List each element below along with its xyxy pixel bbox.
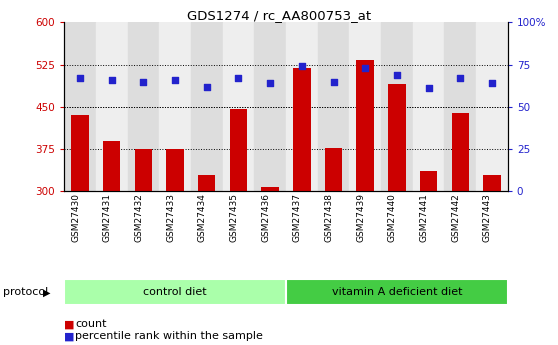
Point (297, 63, 306, 69)
Point (488, 80, 497, 86)
Bar (166, 149, 184, 191)
Point (329, 79, 338, 84)
Point (234, 76, 243, 81)
Bar (318, 22, 349, 191)
Text: GDS1274 / rc_AA800753_at: GDS1274 / rc_AA800753_at (187, 9, 371, 22)
Bar (357, 60, 374, 191)
Point (139, 79, 148, 84)
Text: GSM27440: GSM27440 (388, 193, 397, 242)
Text: GSM27434: GSM27434 (198, 193, 207, 242)
Bar (96, 22, 128, 191)
Bar (71, 115, 89, 191)
Bar (483, 175, 501, 191)
Text: ■: ■ (64, 332, 75, 341)
Bar (254, 22, 286, 191)
Text: percentile rank within the sample: percentile rank within the sample (75, 332, 263, 341)
Text: GSM27430: GSM27430 (71, 193, 80, 242)
Bar (191, 22, 223, 191)
Bar (64, 279, 286, 305)
Bar (413, 22, 444, 191)
Bar (261, 187, 279, 191)
Text: control diet: control diet (143, 287, 207, 297)
Bar (325, 148, 342, 191)
Text: vitamin A deficient diet: vitamin A deficient diet (331, 287, 462, 297)
Point (360, 65, 369, 71)
Point (171, 77, 180, 83)
Point (392, 72, 401, 78)
Point (424, 86, 433, 91)
Text: GSM27443: GSM27443 (483, 193, 492, 242)
Text: GSM27431: GSM27431 (103, 193, 112, 242)
Text: count: count (75, 319, 107, 329)
Text: ■: ■ (64, 319, 75, 329)
Text: GSM27436: GSM27436 (261, 193, 270, 242)
Bar (388, 85, 406, 191)
Text: GSM27442: GSM27442 (451, 193, 460, 242)
Bar (198, 175, 215, 191)
Point (107, 77, 116, 83)
Text: GSM27439: GSM27439 (356, 193, 365, 242)
Bar (128, 22, 159, 191)
Bar (420, 171, 437, 191)
Point (75, 76, 84, 81)
Point (203, 84, 211, 89)
Bar (103, 141, 121, 191)
Bar (230, 109, 247, 191)
Text: protocol: protocol (3, 287, 48, 297)
Bar (64, 22, 96, 191)
Point (456, 76, 465, 81)
Bar (159, 22, 191, 191)
Bar (451, 112, 469, 191)
Bar (134, 149, 152, 191)
Text: GSM27432: GSM27432 (134, 193, 143, 242)
Bar (223, 22, 254, 191)
Text: GSM27438: GSM27438 (325, 193, 334, 242)
Bar (286, 279, 508, 305)
Bar (444, 22, 476, 191)
Bar (349, 22, 381, 191)
Text: ▶: ▶ (42, 287, 50, 297)
Bar (286, 22, 318, 191)
Point (266, 80, 275, 86)
Bar (381, 22, 413, 191)
Text: GSM27441: GSM27441 (420, 193, 429, 242)
Text: GSM27433: GSM27433 (166, 193, 175, 242)
Bar (293, 68, 311, 191)
Text: GSM27435: GSM27435 (229, 193, 238, 242)
Text: GSM27437: GSM27437 (293, 193, 302, 242)
Bar (476, 22, 508, 191)
